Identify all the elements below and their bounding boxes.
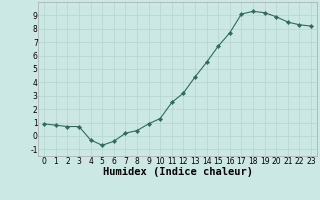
X-axis label: Humidex (Indice chaleur): Humidex (Indice chaleur) bbox=[103, 167, 252, 177]
